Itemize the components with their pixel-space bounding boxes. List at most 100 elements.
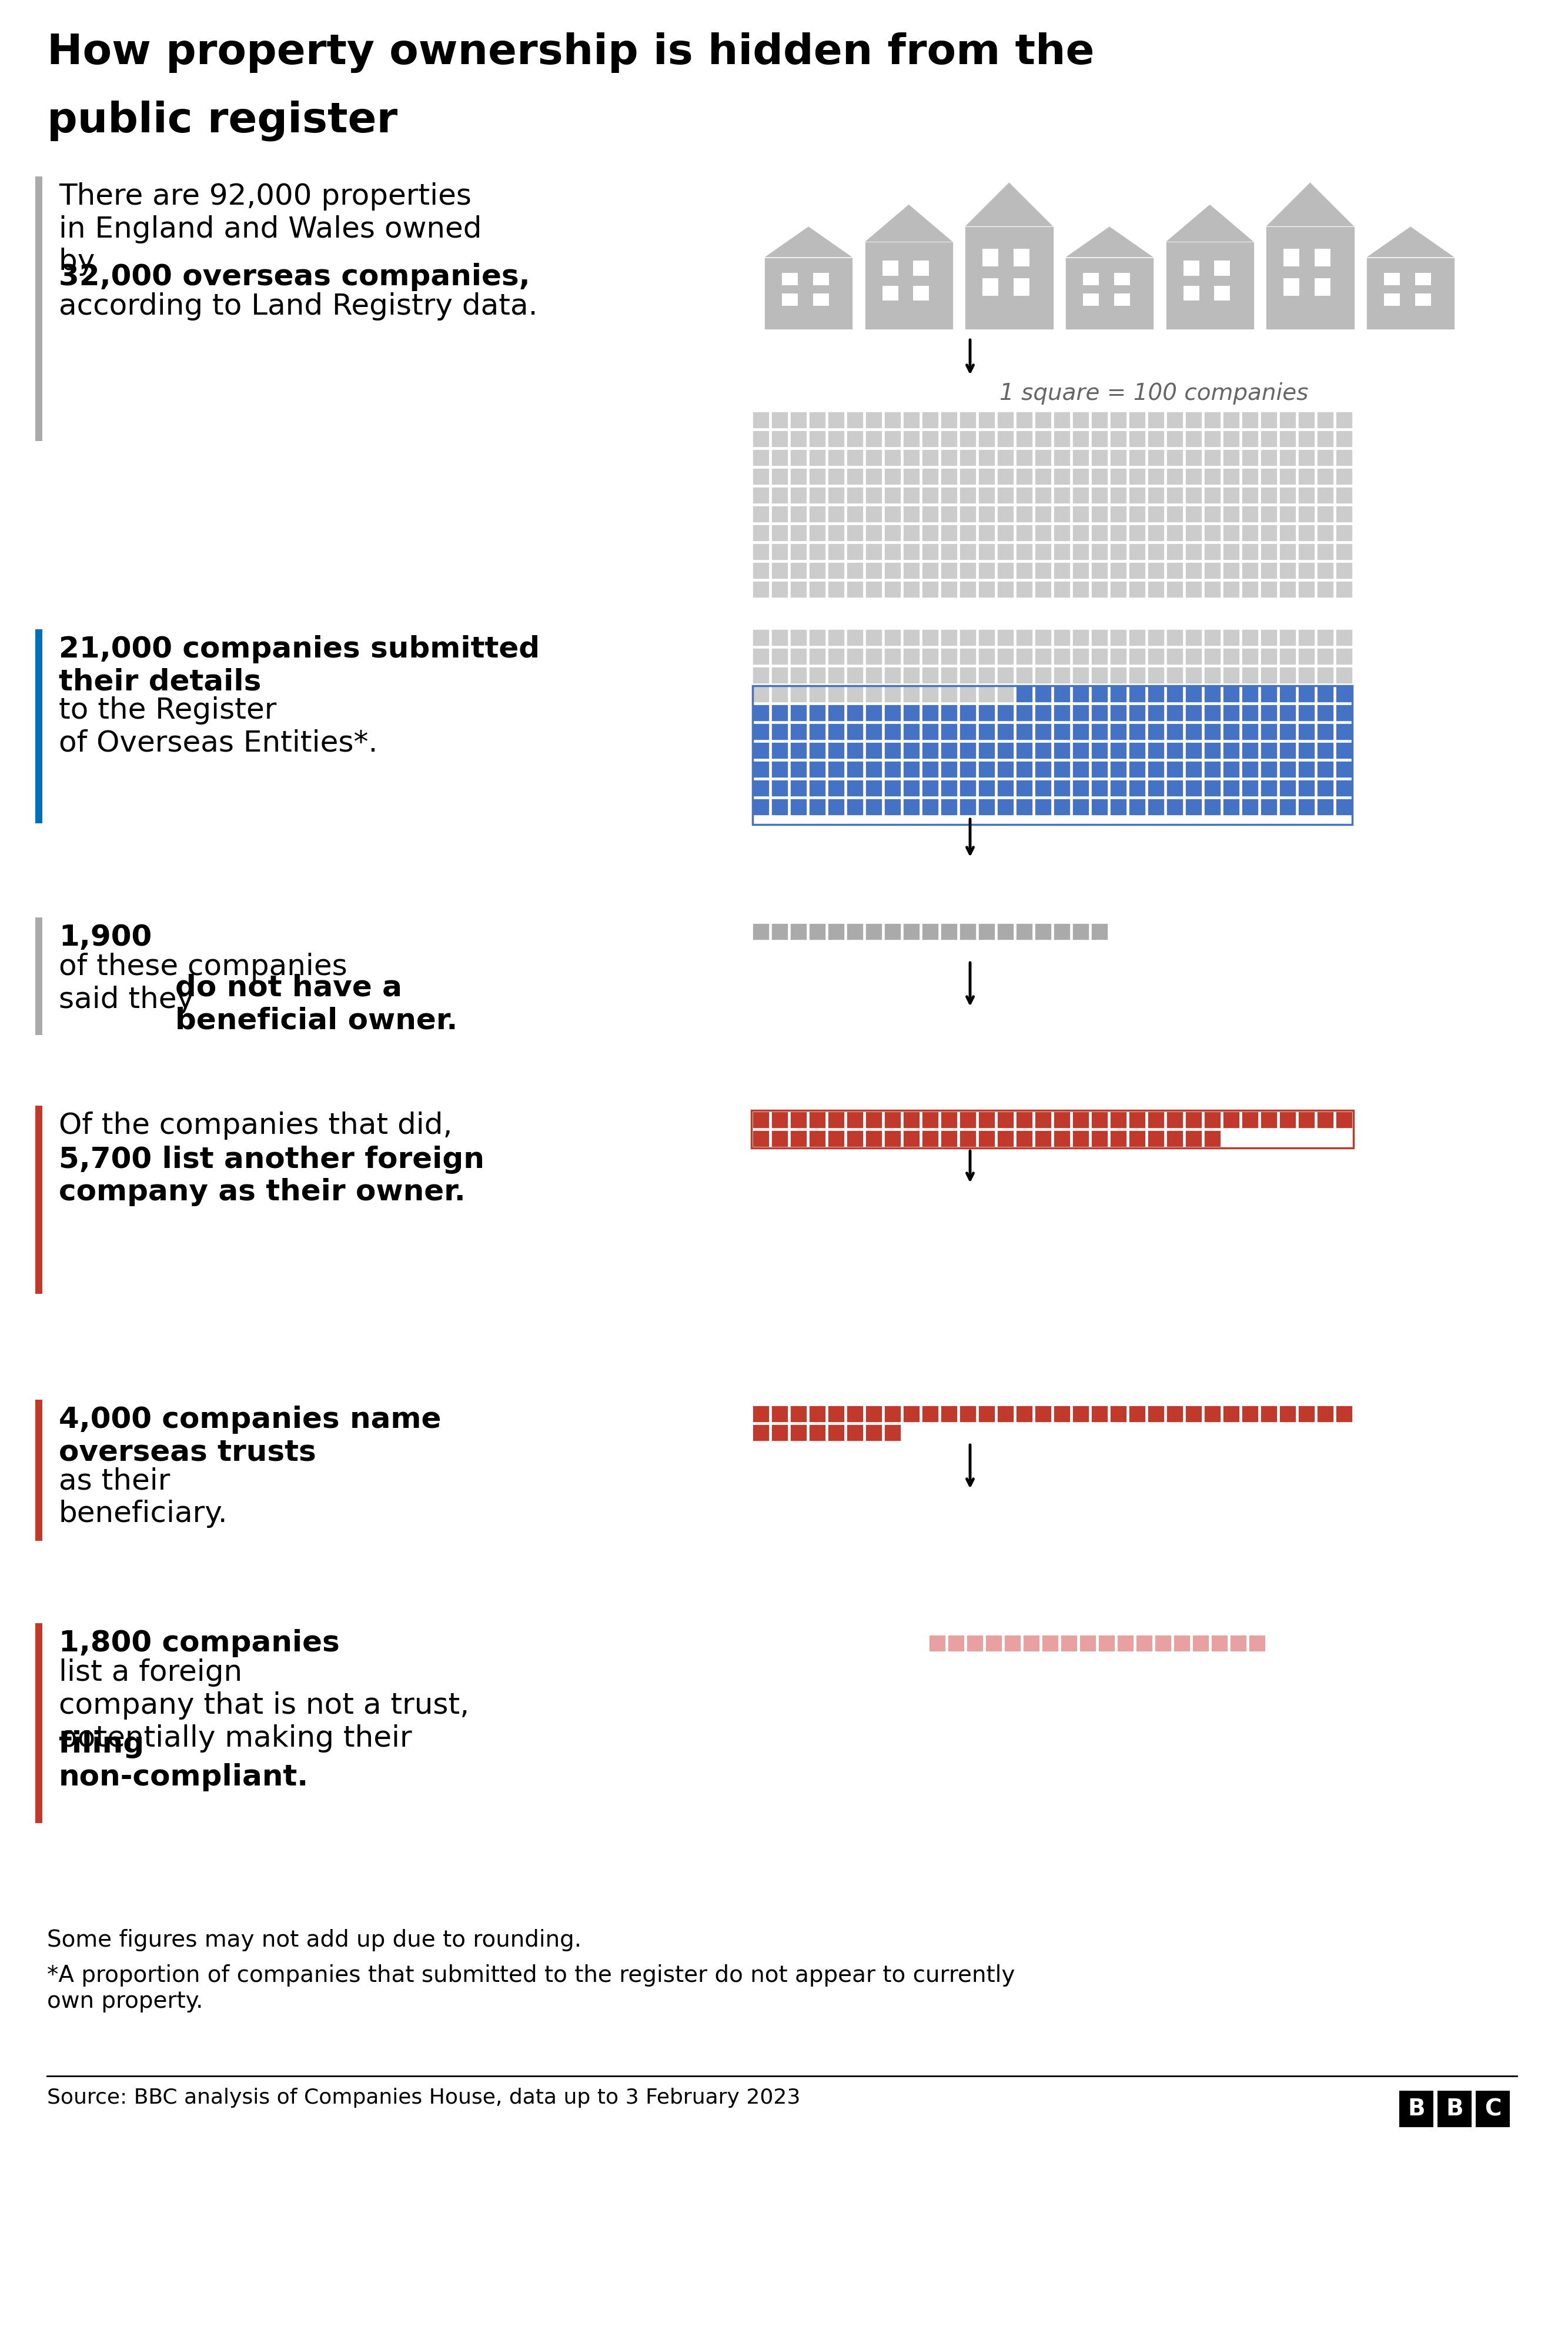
Bar [790, 649, 806, 665]
Bar [978, 667, 994, 684]
Bar [1035, 544, 1051, 560]
Bar [847, 686, 862, 702]
Bar [866, 798, 881, 814]
Bar [1298, 761, 1314, 777]
Bar [753, 1404, 768, 1423]
Bar [1317, 705, 1333, 721]
Bar [1204, 649, 1220, 665]
Bar [884, 488, 900, 504]
Bar [847, 779, 862, 796]
Bar [1073, 1129, 1088, 1148]
Bar [1091, 1111, 1107, 1127]
Bar [978, 1404, 994, 1423]
Bar [1167, 1129, 1182, 1148]
Bar [903, 630, 919, 646]
Bar [1336, 525, 1352, 541]
Bar [1016, 779, 1032, 796]
Text: How property ownership is hidden from the: How property ownership is hidden from th… [47, 33, 1094, 72]
Bar [997, 432, 1013, 448]
Bar [771, 686, 787, 702]
Bar [866, 562, 881, 579]
Bar [1336, 667, 1352, 684]
Bar [771, 649, 787, 665]
Bar [790, 488, 806, 504]
Bar [1336, 562, 1352, 579]
Bar [1317, 1111, 1333, 1127]
Bar [1073, 544, 1088, 560]
Bar [1204, 761, 1220, 777]
Bar [809, 450, 825, 467]
Bar [903, 649, 919, 665]
Bar [1223, 630, 1239, 646]
Bar [1167, 432, 1182, 448]
Bar [1242, 630, 1258, 646]
Bar [884, 1111, 900, 1127]
Bar [771, 506, 787, 523]
Bar [1054, 705, 1069, 721]
Bar [922, 667, 938, 684]
Bar [941, 667, 956, 684]
Bar [1185, 525, 1201, 541]
Bar [1098, 1635, 1115, 1652]
Bar [1242, 761, 1258, 777]
Bar [1167, 667, 1182, 684]
Bar [847, 761, 862, 777]
Bar [1298, 411, 1314, 429]
Bar [997, 488, 1013, 504]
Bar [1148, 1404, 1163, 1423]
Bar [922, 1404, 938, 1423]
Bar [828, 649, 844, 665]
Bar [1185, 581, 1201, 597]
Bar [1110, 742, 1126, 758]
Bar [1091, 581, 1107, 597]
Bar [1173, 1635, 1190, 1652]
Bar [809, 742, 825, 758]
Bar [1223, 544, 1239, 560]
Bar [771, 1129, 787, 1148]
Bar [1148, 525, 1163, 541]
Bar [790, 742, 806, 758]
Bar [1385, 294, 1400, 306]
Bar [753, 450, 768, 467]
Bar [790, 761, 806, 777]
Bar [922, 649, 938, 665]
Bar [1261, 450, 1276, 467]
Bar [1204, 723, 1220, 740]
Bar [753, 1425, 768, 1442]
Bar [809, 488, 825, 504]
Bar [847, 411, 862, 429]
Bar [809, 525, 825, 541]
Bar [1054, 742, 1069, 758]
Bar [1054, 630, 1069, 646]
Bar [790, 924, 806, 940]
Bar [1148, 686, 1163, 702]
Bar [1317, 544, 1333, 560]
Bar [809, 686, 825, 702]
Bar [828, 506, 844, 523]
Bar [1065, 257, 1154, 329]
Bar [1261, 411, 1276, 429]
Bar [1148, 761, 1163, 777]
Bar [866, 630, 881, 646]
Bar [1148, 488, 1163, 504]
Text: of these companies
said they: of these companies said they [58, 952, 348, 1015]
Bar [1242, 1111, 1258, 1127]
Bar [828, 525, 844, 541]
Bar [947, 1635, 964, 1652]
Bar [978, 667, 994, 684]
Bar [1073, 924, 1088, 940]
Bar [1298, 667, 1314, 684]
Bar [790, 649, 806, 665]
Text: *A proportion of companies that submitted to the register do not appear to curre: *A proportion of companies that submitte… [47, 1964, 1014, 2013]
Bar [903, 506, 919, 523]
Bar [1185, 488, 1201, 504]
Bar [753, 630, 768, 646]
Bar [828, 581, 844, 597]
Bar [997, 581, 1013, 597]
Bar [1242, 411, 1258, 429]
Bar [1223, 649, 1239, 665]
Bar [753, 488, 768, 504]
Text: public register: public register [47, 100, 398, 140]
Bar [1035, 581, 1051, 597]
Bar [847, 1404, 862, 1423]
